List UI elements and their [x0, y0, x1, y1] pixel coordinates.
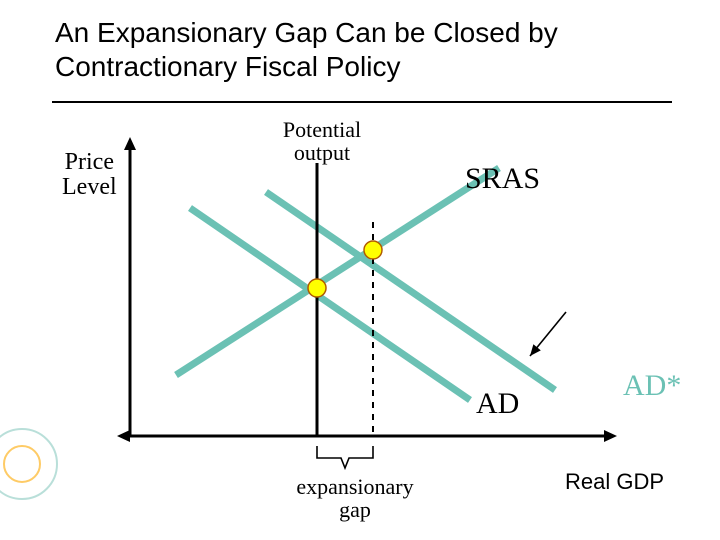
equilibrium-point-adstar	[364, 241, 382, 259]
x-axis-label-text: Real GDP	[565, 469, 664, 494]
slide: { "title": { "line1": "An Expansionary G…	[0, 0, 720, 540]
x-axis-arrow-left	[117, 430, 130, 442]
ad-star-label: AD*	[623, 370, 681, 402]
potential-output-label: Potential output	[262, 118, 382, 164]
y-axis-arrow	[124, 137, 136, 150]
gap-label-text: expansionary gap	[296, 474, 413, 522]
y-axis-label-text: Price Level	[62, 149, 117, 200]
diagram	[0, 0, 720, 540]
equilibrium-point-ad	[308, 279, 326, 297]
ad-label: AD	[476, 388, 519, 420]
ad-star-label-text: AD*	[623, 369, 681, 402]
shift-arrow-head	[530, 344, 541, 356]
gap-label: expansionary gap	[280, 475, 430, 521]
y-axis-label: Price Level	[62, 150, 117, 200]
potential-output-label-text: Potential output	[283, 117, 361, 165]
gap-bracket	[317, 446, 373, 468]
sras-line	[176, 168, 499, 375]
x-axis-label: Real GDP	[565, 470, 664, 493]
sras-label-text: SRAS	[465, 162, 540, 195]
ad-label-text: AD	[476, 387, 519, 420]
x-axis-arrow-right	[604, 430, 617, 442]
sras-label: SRAS	[465, 163, 540, 195]
